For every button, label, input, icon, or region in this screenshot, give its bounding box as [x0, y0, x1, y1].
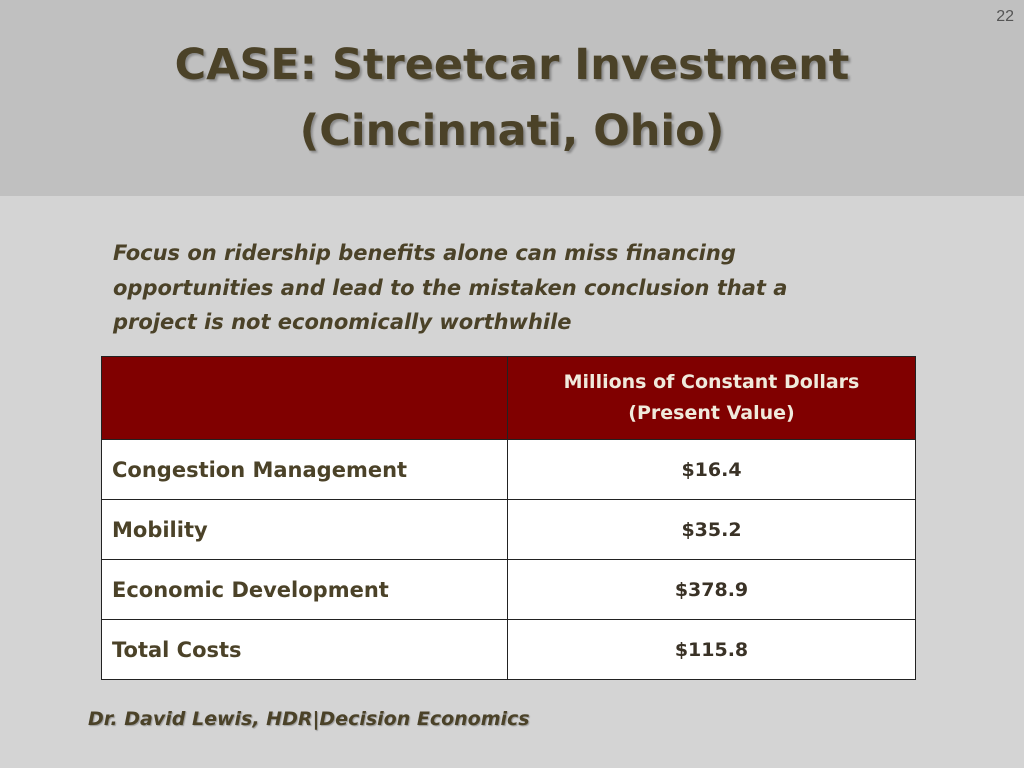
row-label: Total Costs — [101, 619, 508, 680]
table-row: Congestion Management $16.4 — [101, 439, 916, 500]
table: Millions of Constant Dollars (Present Val… — [101, 356, 916, 680]
title-band — [0, 0, 1024, 196]
header-cell — [101, 356, 508, 440]
intro-line: project is not economically worthwhile — [113, 310, 572, 334]
intro: Focus on ridership benefits alone can mi… — [113, 236, 787, 340]
header-cell: Millions of Constant Dollars (Present Val… — [507, 356, 916, 440]
row-value: $16.4 — [507, 439, 916, 500]
slide-number: 22 — [996, 8, 1014, 25]
title-line: CASE: Streetcar Investment — [174, 40, 850, 90]
intro-line: opportunities and lead to the mistaken c… — [113, 275, 788, 300]
row-label: Congestion Management — [101, 439, 508, 500]
title-line: (Cincinnati, Ohio) — [299, 106, 725, 156]
header-row: Millions of Constant Dollars (Present Val… — [101, 356, 916, 440]
row-value: $378.9 — [507, 559, 916, 620]
table-row: Total Costs $115.8 — [101, 619, 916, 680]
header-line: (Present Value) — [628, 402, 795, 424]
intro-line: Focus on ridership benefits alone can mi… — [113, 241, 736, 265]
header-line: Millions of Constant Dollars — [563, 371, 860, 393]
table-row: Economic Development $378.9 — [101, 559, 916, 620]
row-value: $35.2 — [507, 499, 916, 560]
row-label: Economic Development — [101, 559, 508, 620]
table-body: Congestion Management $16.4 Mobility $35.2 E… — [101, 439, 916, 680]
footer: Dr. David Lewis, HDR|Decision Economics — [88, 708, 530, 730]
row-label: Mobility — [101, 499, 508, 560]
row-value: $115.8 — [507, 619, 916, 680]
title: CASE: Streetcar Investment (Cincinnati, … — [0, 32, 1024, 164]
table-row: Mobility $35.2 — [101, 499, 916, 560]
